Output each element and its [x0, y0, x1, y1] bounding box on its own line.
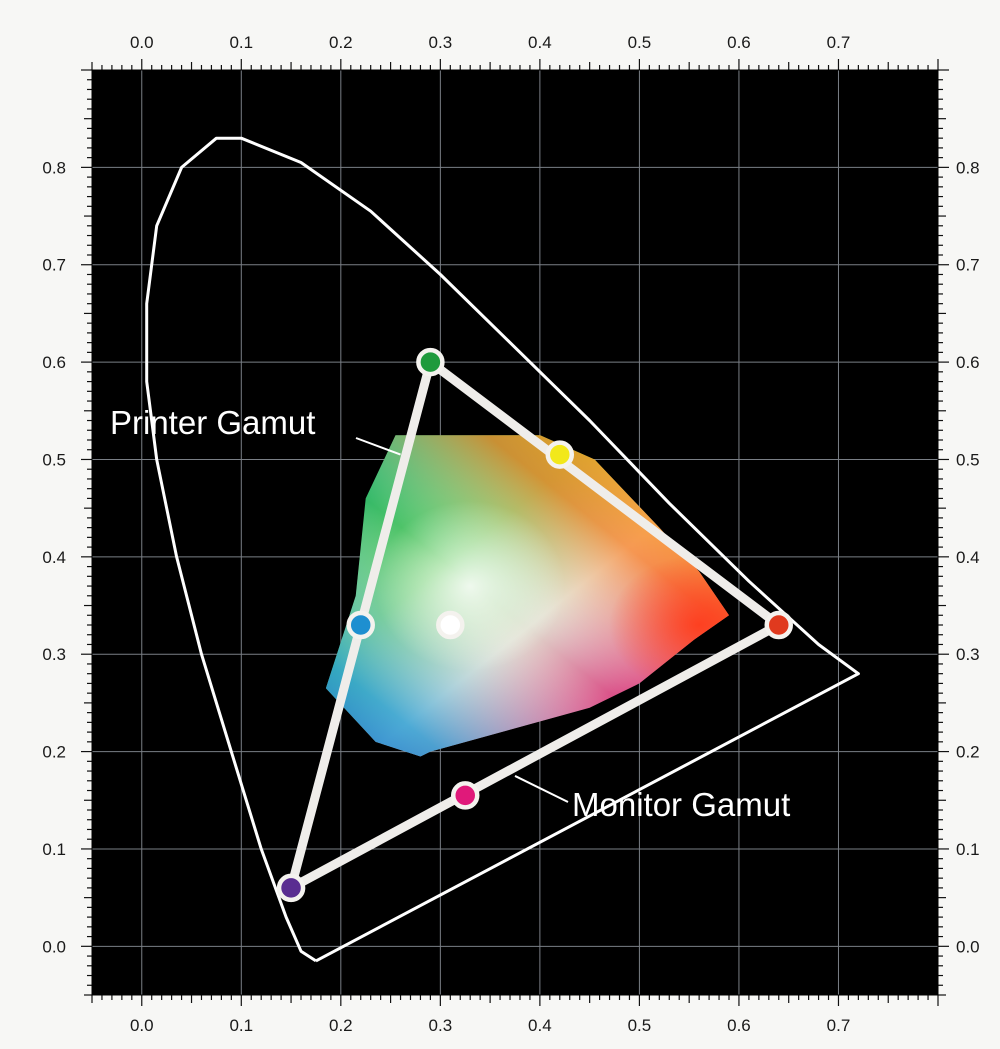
x-tick-label-top: 0.6 — [727, 33, 751, 52]
axis-tick-labels: 0.0 0.0 0.1 0.1 0.2 0.2 0.3 0.3 0.4 0.4 0.5 0.5 0.6 0… — [42, 33, 979, 1035]
y-tick-label-left: 0.5 — [42, 450, 66, 469]
spectral-locus-line — [145, 136, 860, 963]
x-tick-label-top: 0.0 — [130, 33, 154, 52]
x-tick-label-top: 0.5 — [628, 33, 652, 52]
x-tick-label-bottom: 0.2 — [329, 1016, 353, 1035]
gamut-point — [346, 610, 375, 640]
gamut-point — [545, 440, 575, 469]
y-tick-label-left: 0.6 — [42, 353, 66, 372]
y-tick-label-left: 0.0 — [42, 937, 66, 956]
y-tick-label-left: 0.3 — [42, 645, 66, 664]
printer-gamut-label: Printer Gamut — [110, 404, 315, 441]
gamut-point — [416, 347, 445, 377]
gamut-point — [450, 781, 480, 810]
x-tick-label-top: 0.7 — [827, 33, 851, 52]
y-tick-label-right: 0.2 — [956, 743, 980, 762]
monitor-gamut-leader-line — [514, 775, 569, 803]
x-tick-label-top: 0.3 — [429, 33, 453, 52]
grid-lines — [92, 70, 938, 995]
x-tick-label-bottom: 0.0 — [130, 1016, 154, 1035]
y-tick-label-right: 0.4 — [956, 548, 980, 567]
y-tick-label-right: 0.7 — [956, 256, 980, 275]
x-tick-label-top: 0.1 — [229, 33, 253, 52]
y-tick-label-right: 0.5 — [956, 450, 980, 469]
y-tick-label-right: 0.8 — [956, 158, 980, 177]
y-tick-label-right: 0.6 — [956, 353, 980, 372]
y-tick-label-left: 0.4 — [42, 548, 66, 567]
y-tick-label-left: 0.7 — [42, 256, 66, 275]
axis-ticks — [81, 59, 949, 1006]
x-tick-label-bottom: 0.4 — [528, 1016, 552, 1035]
x-tick-label-top: 0.4 — [528, 33, 552, 52]
x-tick-label-top: 0.2 — [329, 33, 353, 52]
monitor-gamut-points — [276, 347, 794, 903]
gamut-point — [764, 610, 794, 640]
x-tick-label-bottom: 0.3 — [429, 1016, 453, 1035]
y-tick-label-right: 0.3 — [956, 645, 980, 664]
printer-gamut-leader-line — [355, 437, 401, 456]
gamut-point — [436, 610, 465, 640]
plot-frame — [91, 69, 939, 996]
y-tick-label-right: 0.0 — [956, 937, 980, 956]
y-tick-label-left: 0.8 — [42, 158, 66, 177]
x-tick-label-bottom: 0.1 — [229, 1016, 253, 1035]
gamut-point — [276, 873, 306, 903]
y-tick-label-left: 0.1 — [42, 840, 66, 859]
x-tick-label-bottom: 0.7 — [827, 1016, 851, 1035]
x-tick-label-bottom: 0.5 — [628, 1016, 652, 1035]
y-tick-label-right: 0.1 — [956, 840, 980, 859]
x-tick-label-bottom: 0.6 — [727, 1016, 751, 1035]
y-tick-label-left: 0.2 — [42, 743, 66, 762]
monitor-gamut-label: Monitor Gamut — [572, 786, 790, 823]
